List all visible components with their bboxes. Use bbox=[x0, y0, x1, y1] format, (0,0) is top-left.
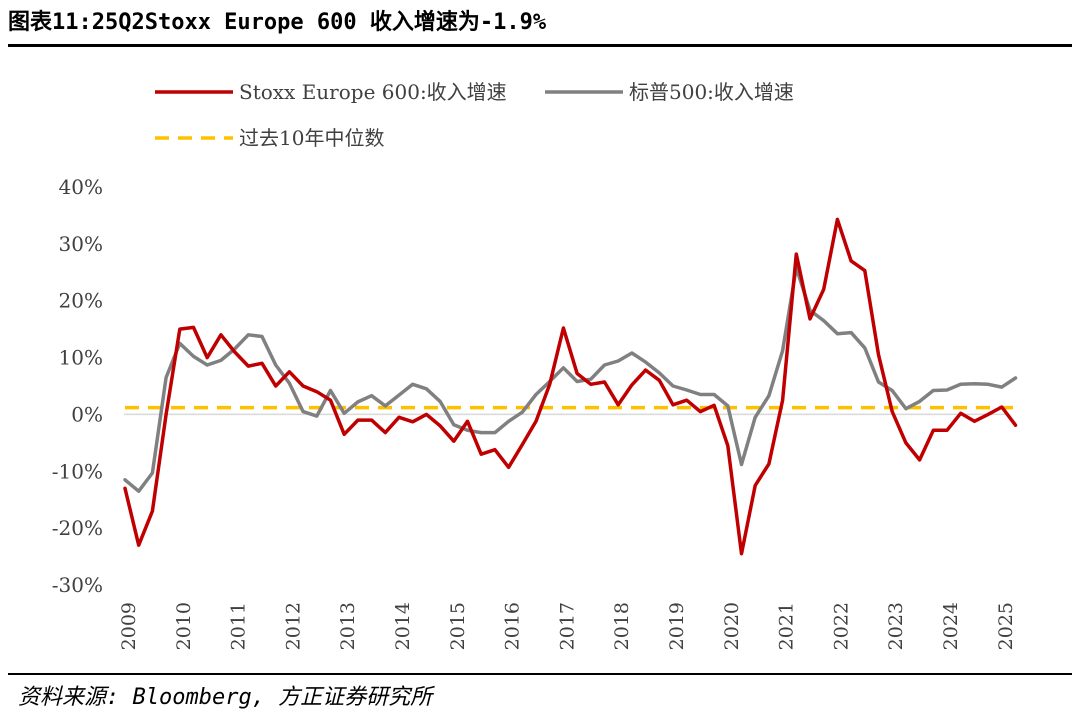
y-tick-label: 40% bbox=[59, 175, 103, 199]
x-tick-label: 2009 bbox=[118, 602, 140, 650]
y-tick-label: -10% bbox=[52, 459, 103, 483]
series-layer bbox=[123, 217, 1018, 556]
y-tick-label: -20% bbox=[52, 516, 103, 540]
x-tick-label: 2016 bbox=[502, 602, 524, 650]
y-tick-label: -30% bbox=[52, 573, 103, 597]
line-chart: Stoxx Europe 600:收入增速 标普500:收入增速过去10年中位数 … bbox=[52, 80, 1018, 650]
source-note: 资料来源: Bloomberg, 方正证券研究所 bbox=[18, 685, 433, 710]
x-tick-label: 2019 bbox=[666, 602, 688, 650]
x-tick-label: 2012 bbox=[282, 602, 304, 650]
legend-label-2: 过去10年中位数 bbox=[239, 126, 384, 150]
y-tick-label: 10% bbox=[59, 346, 103, 370]
series-line-1 bbox=[123, 265, 1018, 493]
y-tick-label: 30% bbox=[59, 232, 103, 256]
title-divider bbox=[8, 44, 1072, 47]
y-tick-label: 20% bbox=[59, 289, 103, 313]
x-axis: 2009 2010 2011 2012 2013 2014 2015 2016 2017 2018… bbox=[118, 602, 1017, 650]
x-tick-label: 2025 bbox=[995, 602, 1017, 650]
figure-title: 图表11:25Q2Stoxx Europe 600 收入增速为-1.9% bbox=[8, 10, 547, 35]
x-tick-label: 2020 bbox=[721, 602, 743, 650]
x-tick-label: 2022 bbox=[830, 602, 852, 650]
x-tick-label: 2024 bbox=[940, 602, 962, 650]
x-tick-label: 2011 bbox=[228, 602, 250, 650]
x-tick-label: 2014 bbox=[392, 602, 414, 650]
y-tick-label: 0% bbox=[71, 402, 103, 426]
y-axis: -30% -20% -10% 0% 10% 20% 30% 40% bbox=[52, 175, 1007, 597]
x-tick-label: 2015 bbox=[447, 602, 469, 650]
legend-label-1: 标普500:收入增速 bbox=[629, 80, 794, 104]
x-tick-label: 2010 bbox=[173, 602, 195, 650]
x-tick-label: 2017 bbox=[556, 602, 578, 650]
footer-divider bbox=[8, 673, 1072, 675]
x-tick-label: 2023 bbox=[885, 602, 907, 650]
x-tick-label: 2018 bbox=[611, 602, 633, 650]
x-tick-label: 2021 bbox=[776, 602, 798, 650]
series-line-0 bbox=[123, 217, 1018, 556]
x-tick-label: 2013 bbox=[337, 602, 359, 650]
legend-label-0: Stoxx Europe 600:收入增速 bbox=[239, 80, 507, 104]
